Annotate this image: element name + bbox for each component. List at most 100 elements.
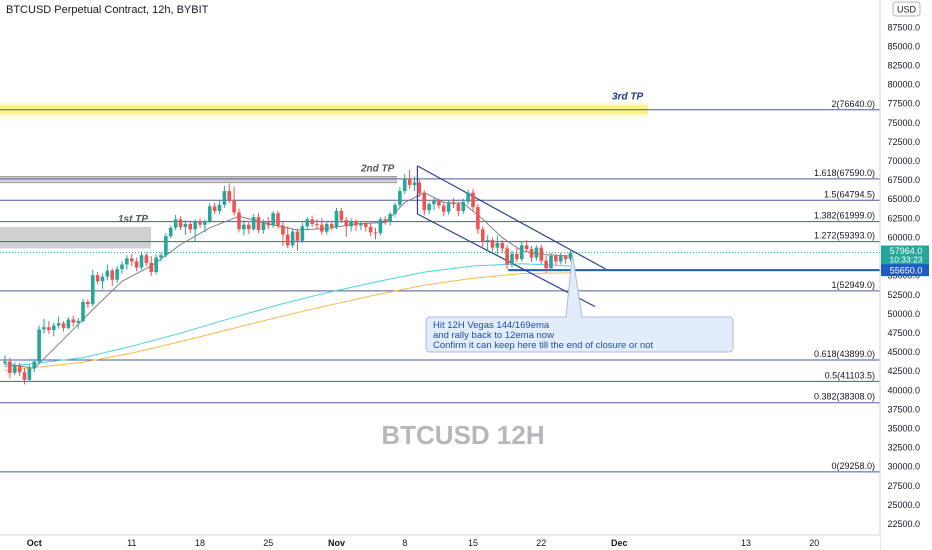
fib-label-0: 0(29258.0): [831, 461, 875, 471]
candle-body: [246, 224, 251, 230]
candle: [212, 202, 217, 214]
candle-body: [66, 319, 71, 328]
candle-body: [51, 325, 56, 331]
fib-label-1-618: 1.618(67590.0): [814, 168, 875, 178]
candle: [373, 227, 378, 240]
x-tick-label: Nov: [328, 538, 345, 548]
candle-body: [212, 206, 217, 211]
candle-body: [427, 204, 431, 211]
candle-body: [47, 327, 51, 331]
candle: [417, 179, 422, 198]
fib-label-0-5: 0.5(41103.5): [825, 370, 875, 380]
candle-body: [368, 226, 373, 233]
y-tick-label: 62500.0: [887, 213, 920, 223]
candle: [246, 221, 251, 234]
candle: [12, 362, 17, 376]
fib-label-0-382: 0.382(38308.0): [814, 392, 875, 402]
candle-body: [125, 258, 129, 265]
candle: [207, 203, 212, 224]
candle-body: [203, 221, 207, 225]
candle-body: [534, 247, 539, 258]
candle-body: [398, 191, 402, 205]
candle-body: [81, 301, 85, 321]
candle-body: [95, 275, 100, 282]
candle-body: [8, 361, 12, 373]
candle: [193, 219, 197, 242]
candle: [86, 299, 90, 309]
candle: [402, 174, 407, 195]
candle-body: [563, 256, 568, 260]
candle: [495, 235, 500, 255]
candle-body: [402, 178, 407, 192]
candle-body: [393, 204, 397, 214]
candle: [261, 219, 266, 234]
candle-body: [149, 262, 154, 273]
chart-title: BTCUSD Perpetual Contract, 12h, BYBIT: [6, 4, 209, 16]
candle-body: [334, 210, 339, 227]
candle-body: [417, 182, 422, 194]
candle: [480, 226, 485, 247]
annotation-text-line: Hit 12H Vegas 144/169ema: [433, 320, 550, 331]
candle: [173, 214, 178, 231]
candle: [432, 197, 436, 211]
candle: [37, 325, 41, 364]
candle-body: [295, 231, 300, 241]
y-tick-label: 47500.0: [887, 328, 920, 338]
tp2-zone: [0, 176, 397, 183]
candle-body: [56, 323, 61, 326]
candle-body: [222, 191, 227, 205]
x-tick-label: Oct: [27, 538, 42, 548]
candle-body: [90, 275, 95, 305]
candle: [285, 226, 290, 249]
candle: [164, 233, 168, 258]
candle: [446, 200, 451, 215]
candle-body: [173, 219, 178, 228]
candle-body: [461, 201, 466, 211]
fib-label-2: 2(76640.0): [831, 99, 875, 109]
candle-body: [115, 269, 119, 280]
candle-body: [529, 249, 534, 258]
candle: [471, 188, 475, 212]
candle: [476, 204, 480, 234]
fib-levels-layer: 0(29258.0) 0.382(38308.0) 0.5(41103.5) 0.61…: [0, 99, 880, 473]
x-tick-label: 22: [536, 538, 546, 548]
y-tick-label: 25000.0: [887, 500, 920, 510]
candle-body: [100, 276, 105, 282]
annotation-text-line: and rally back to 12ema now: [433, 330, 554, 341]
candle: [51, 322, 56, 337]
candle-body: [256, 217, 261, 231]
candle: [242, 220, 246, 236]
candle-body: [315, 223, 319, 225]
candle: [61, 321, 66, 332]
candle: [281, 221, 285, 247]
candle-body: [437, 201, 441, 206]
candle-body: [154, 257, 158, 273]
candle-body: [412, 182, 417, 185]
candles-layer: [3, 169, 573, 385]
candle-body: [519, 245, 524, 260]
candle-body: [515, 253, 519, 260]
candle-body: [271, 213, 275, 226]
candle-body: [485, 239, 490, 242]
candle: [105, 264, 110, 281]
tp1-zone: [0, 226, 151, 249]
candle-body: [324, 223, 329, 232]
candle-body: [22, 372, 27, 380]
support-price-tag: [881, 264, 929, 277]
candle: [515, 247, 519, 263]
candle-countdown: 10:33:23: [889, 254, 922, 264]
candle: [300, 222, 305, 244]
y-tick-label: 35000.0: [887, 424, 920, 434]
candle: [3, 355, 7, 367]
candle-body: [251, 217, 256, 230]
candle-body: [198, 221, 202, 225]
candle: [441, 203, 446, 217]
candle: [66, 317, 71, 330]
candle: [427, 201, 431, 214]
candle-body: [232, 200, 236, 213]
candle: [398, 187, 402, 208]
candle-body: [207, 206, 212, 222]
